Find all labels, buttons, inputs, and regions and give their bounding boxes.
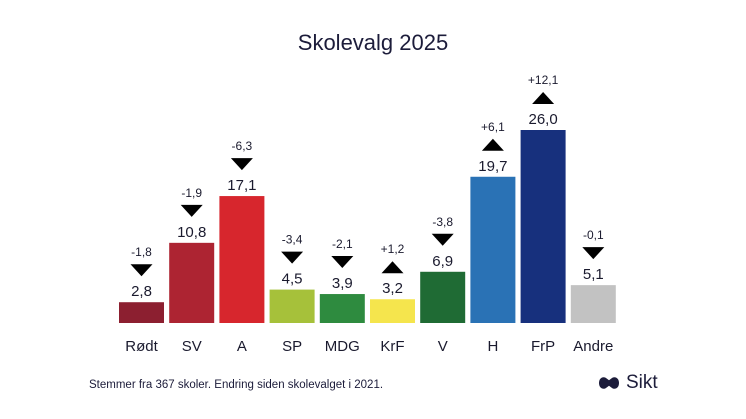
change-down-arrow <box>130 264 153 277</box>
change-down-arrow <box>281 251 304 264</box>
change-label: +12,1 <box>528 73 559 87</box>
change-down-arrow <box>331 256 354 269</box>
change-label: -2,1 <box>332 237 353 251</box>
footnote: Stemmer fra 367 skoler. Endring siden sk… <box>89 379 384 391</box>
value-label: 2,8 <box>131 283 152 300</box>
bar <box>269 289 315 323</box>
category-label: Rødt <box>125 338 158 355</box>
change-label: +1,2 <box>381 242 405 256</box>
bar <box>169 242 215 323</box>
change-label: -1,9 <box>181 186 202 200</box>
change-down-arrow <box>431 233 454 246</box>
category-label: MDG <box>325 338 360 355</box>
change-label: -6,3 <box>232 139 253 153</box>
value-label: 19,7 <box>478 158 507 175</box>
value-label: 26,0 <box>528 111 557 128</box>
change-up-arrow <box>481 138 504 151</box>
category-label: Andre <box>573 338 613 355</box>
chart-title: Skolevalg 2025 <box>297 30 449 55</box>
change-down-arrow <box>230 158 253 171</box>
value-label: 3,9 <box>332 275 353 292</box>
sikt-logo-icon <box>599 377 619 389</box>
change-up-arrow <box>532 92 555 104</box>
bar <box>570 285 616 323</box>
value-label: 4,5 <box>282 271 303 288</box>
category-label: SP <box>282 338 302 355</box>
change-down-arrow <box>180 204 203 217</box>
value-label: 5,1 <box>583 266 604 283</box>
value-label: 6,9 <box>432 253 453 270</box>
bar <box>319 294 365 323</box>
change-label: +6,1 <box>481 120 505 134</box>
bar <box>420 271 466 323</box>
change-up-arrow <box>381 261 404 274</box>
change-down-arrow <box>582 247 605 260</box>
bar <box>520 130 566 323</box>
value-label: 17,1 <box>227 177 256 194</box>
value-label: 3,2 <box>382 280 403 297</box>
bar <box>370 299 415 323</box>
bar <box>119 302 164 323</box>
category-label: KrF <box>380 338 404 355</box>
bar <box>470 176 516 323</box>
category-label: V <box>438 338 448 355</box>
bar <box>219 196 265 323</box>
change-label: -0,1 <box>583 228 604 242</box>
change-label: -3,8 <box>432 215 453 229</box>
sikt-logo-text: Sikt <box>626 372 658 393</box>
category-label: H <box>487 338 498 355</box>
change-label: -1,8 <box>131 245 152 259</box>
category-label: FrP <box>531 338 555 355</box>
change-label: -3,4 <box>282 233 303 247</box>
category-label: SV <box>182 338 202 355</box>
value-label: 10,8 <box>177 224 206 241</box>
category-label: A <box>237 338 247 355</box>
sikt-logo: Sikt <box>597 372 658 394</box>
